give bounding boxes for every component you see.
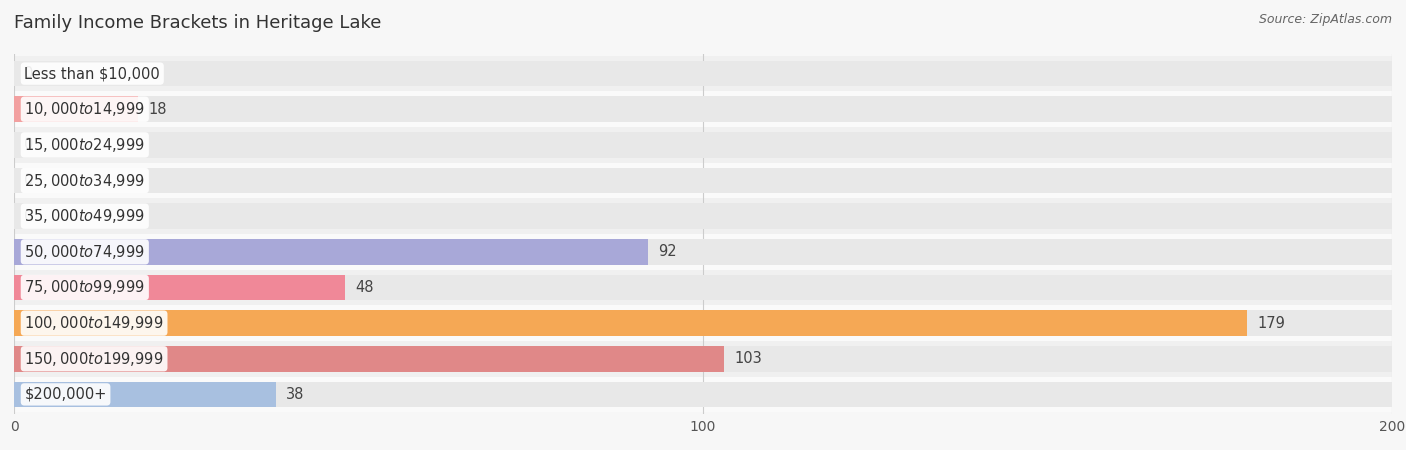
Text: $50,000 to $74,999: $50,000 to $74,999 xyxy=(24,243,145,261)
Bar xyxy=(14,96,138,122)
Text: 0: 0 xyxy=(24,137,34,153)
Text: 48: 48 xyxy=(356,280,374,295)
Text: $200,000+: $200,000+ xyxy=(24,387,107,402)
Text: $150,000 to $199,999: $150,000 to $199,999 xyxy=(24,350,165,368)
Text: 0: 0 xyxy=(24,173,34,188)
Bar xyxy=(14,127,1392,163)
Bar xyxy=(14,305,1392,341)
Bar xyxy=(14,377,1392,412)
Bar xyxy=(14,274,1392,300)
Text: 179: 179 xyxy=(1257,315,1285,331)
Bar xyxy=(14,132,1392,158)
Bar xyxy=(14,168,1392,194)
Text: $25,000 to $34,999: $25,000 to $34,999 xyxy=(24,171,145,189)
Text: Source: ZipAtlas.com: Source: ZipAtlas.com xyxy=(1258,14,1392,27)
Bar xyxy=(14,239,1392,265)
Text: $10,000 to $14,999: $10,000 to $14,999 xyxy=(24,100,145,118)
Bar xyxy=(14,346,724,372)
Text: $35,000 to $49,999: $35,000 to $49,999 xyxy=(24,207,145,225)
Text: Less than $10,000: Less than $10,000 xyxy=(24,66,160,81)
Text: 103: 103 xyxy=(734,351,762,366)
Bar xyxy=(14,239,648,265)
Bar xyxy=(14,163,1392,198)
Bar xyxy=(14,234,1392,270)
Bar xyxy=(14,198,1392,234)
Text: 0: 0 xyxy=(24,209,34,224)
Text: $100,000 to $149,999: $100,000 to $149,999 xyxy=(24,314,165,332)
Bar xyxy=(14,382,1392,407)
Bar xyxy=(14,341,1392,377)
Bar xyxy=(14,346,1392,372)
Text: 92: 92 xyxy=(658,244,676,259)
Text: $15,000 to $24,999: $15,000 to $24,999 xyxy=(24,136,145,154)
Bar xyxy=(14,203,1392,229)
Bar xyxy=(14,382,276,407)
Bar xyxy=(14,274,344,300)
Text: $75,000 to $99,999: $75,000 to $99,999 xyxy=(24,279,145,297)
Bar xyxy=(14,56,1392,91)
Bar xyxy=(14,61,1392,86)
Bar xyxy=(14,96,1392,122)
Bar xyxy=(14,310,1392,336)
Text: 18: 18 xyxy=(149,102,167,117)
Text: 0: 0 xyxy=(24,66,34,81)
Bar xyxy=(14,310,1247,336)
Text: Family Income Brackets in Heritage Lake: Family Income Brackets in Heritage Lake xyxy=(14,14,381,32)
Text: 38: 38 xyxy=(287,387,305,402)
Bar xyxy=(14,270,1392,305)
Bar xyxy=(14,91,1392,127)
